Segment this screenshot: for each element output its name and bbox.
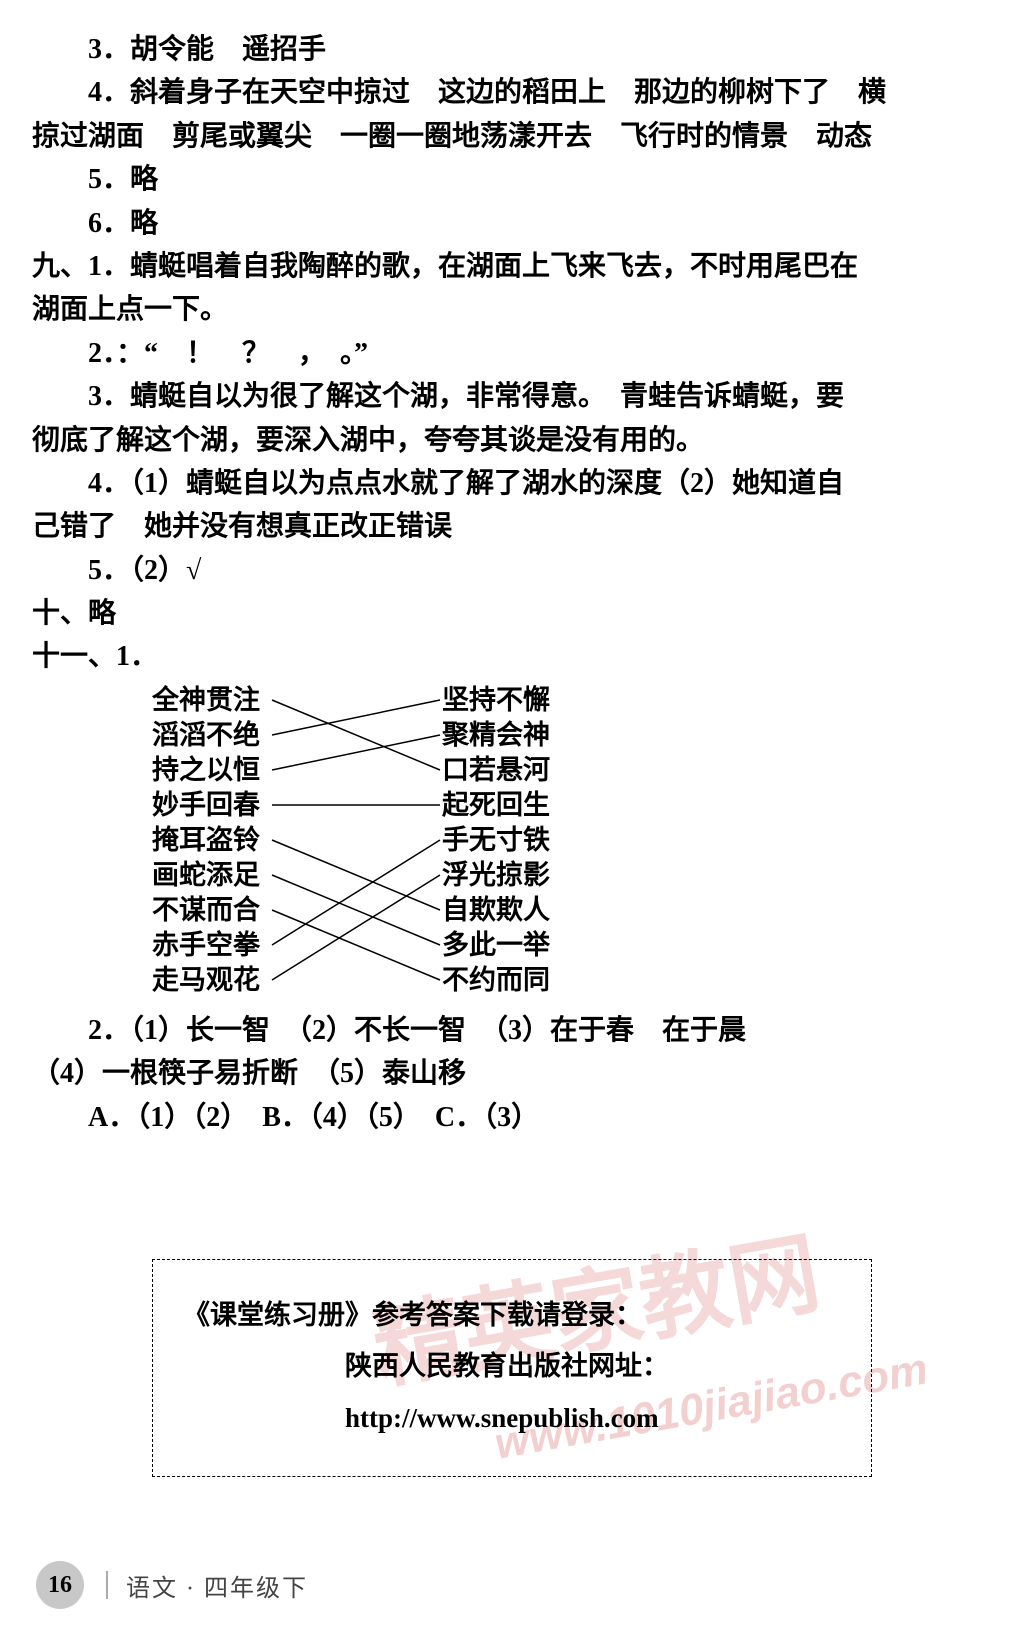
text-line: （4）一根筷子易折断 （5）泰山移 bbox=[32, 1052, 992, 1095]
page-content: 3．胡令能 遥招手 4．斜着身子在天空中掠过 这边的稻田上 那边的柳树下了 横 … bbox=[0, 0, 1024, 1477]
text-line: 3．胡令能 遥招手 bbox=[32, 28, 992, 71]
text-line: 5．略 bbox=[32, 158, 992, 201]
page-number-badge: 16 bbox=[36, 1561, 84, 1609]
text-line: 4．斜着身子在天空中掠过 这边的稻田上 那边的柳树下了 横 bbox=[32, 71, 992, 114]
match-right-item: 浮光掠影 bbox=[442, 858, 550, 893]
notice-line: 陕西人民教育出版社网址： bbox=[183, 1341, 851, 1392]
notice-box: 《课堂练习册》参考答案下载请登录： 陕西人民教育出版社网址： http://ww… bbox=[152, 1259, 872, 1477]
match-right-item: 起死回生 bbox=[442, 788, 550, 823]
match-right-item: 坚持不懈 bbox=[442, 683, 550, 718]
text-line: A．（1）（2） B．（4）（5） C．（3） bbox=[32, 1096, 992, 1139]
footer-separator bbox=[106, 1571, 108, 1599]
text-line: 3．蜻蜓自以为很了解这个湖，非常得意。 青蛙告诉蜻蜓，要 bbox=[32, 375, 992, 418]
text-line: 湖面上点一下。 bbox=[32, 288, 992, 331]
text-line: 彻底了解这个湖，要深入湖中，夸夸其谈是没有用的。 bbox=[32, 419, 992, 462]
text-line: 十、略 bbox=[32, 592, 992, 635]
match-right-item: 聚精会神 bbox=[442, 718, 550, 753]
match-right-item: 自欺欺人 bbox=[442, 893, 550, 928]
text-line: 己错了 她并没有想真正改正错误 bbox=[32, 505, 992, 548]
match-right-item: 多此一举 bbox=[442, 928, 550, 963]
match-lines bbox=[152, 683, 452, 1003]
page-footer: 16 语文 · 四年级下 bbox=[36, 1561, 308, 1609]
footer-subject: 语文 · 四年级下 bbox=[126, 1568, 308, 1603]
match-right-column: 坚持不懈聚精会神口若悬河起死回生手无寸铁浮光掠影自欺欺人多此一举不约而同 bbox=[442, 683, 550, 998]
text-line: 掠过湖面 剪尾或翼尖 一圈一圈地荡漾开去 飞行时的情景 动态 bbox=[32, 115, 992, 158]
text-line: 5．（2）√ bbox=[32, 549, 992, 592]
match-right-item: 手无寸铁 bbox=[442, 823, 550, 858]
text-line: 九、1．蜻蜓唱着自我陶醉的歌，在湖面上飞来飞去，不时用尾巴在 bbox=[32, 245, 992, 288]
text-line: 2．（1）长一智 （2）不长一智 （3）在于春 在于晨 bbox=[32, 1009, 992, 1052]
match-right-item: 不约而同 bbox=[442, 963, 550, 998]
notice-line: http://www.snepublish.com bbox=[183, 1393, 851, 1444]
text-line: 4．（1）蜻蜓自以为点点水就了解了湖水的深度（2）她知道自 bbox=[32, 462, 992, 505]
notice-line: 《课堂练习册》参考答案下载请登录： bbox=[183, 1290, 851, 1341]
text-line: 2．：“ ！ ？ ， 。” bbox=[32, 332, 992, 375]
text-line: 十一、1． bbox=[32, 635, 992, 678]
text-line: 6．略 bbox=[32, 202, 992, 245]
match-right-item: 口若悬河 bbox=[442, 753, 550, 788]
matching-exercise: 全神贯注滔滔不绝持之以恒妙手回春掩耳盗铃画蛇添足不谋而合赤手空拳走马观花 坚持不… bbox=[152, 683, 992, 1003]
